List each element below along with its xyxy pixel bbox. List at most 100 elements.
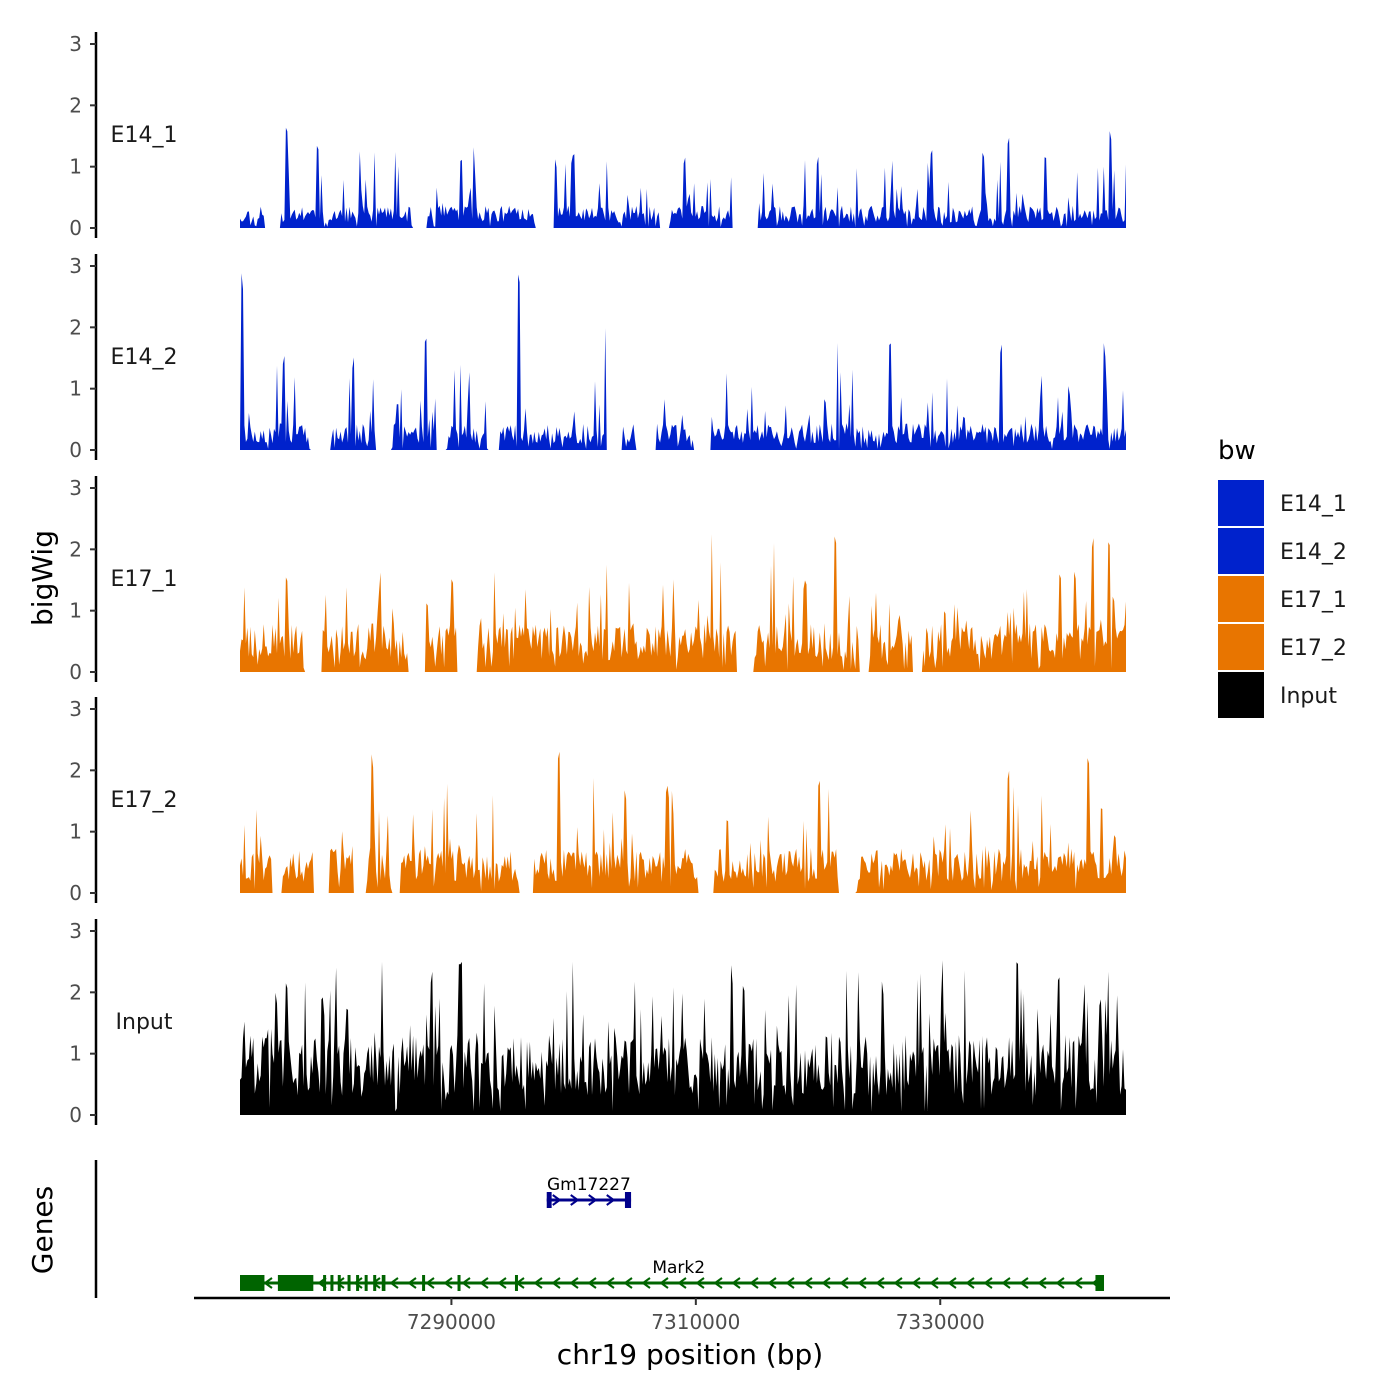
strand-arrow xyxy=(605,1277,615,1289)
exon xyxy=(277,1275,314,1291)
strand-arrow xyxy=(443,1277,453,1289)
legend-swatch-E14_1 xyxy=(1218,480,1264,526)
y-tick-label: 0 xyxy=(69,660,82,684)
signal-area-E14_2 xyxy=(240,273,1126,450)
strand-arrow xyxy=(731,1277,741,1289)
strand-arrow xyxy=(677,1277,687,1289)
strand-arrow xyxy=(695,1277,705,1289)
track-label: E17_2 xyxy=(111,788,178,813)
exon xyxy=(373,1275,377,1291)
strand-arrow xyxy=(587,1277,597,1289)
strand-arrow xyxy=(353,1277,363,1289)
track-E17_2: 0 1 2 3 E17_2 xyxy=(69,697,1126,905)
gene-label: Gm17227 xyxy=(547,1175,631,1195)
strand-arrow xyxy=(552,1194,562,1206)
track-label: E14_1 xyxy=(111,123,178,148)
strand-arrow xyxy=(947,1277,957,1289)
y-tick-label: 3 xyxy=(69,32,82,56)
exon xyxy=(347,1275,351,1291)
exon xyxy=(356,1275,360,1291)
y-tick-label: 0 xyxy=(69,881,82,905)
y-axis-title: bigWig xyxy=(26,530,59,626)
strand-arrow xyxy=(659,1277,669,1289)
strand-arrow xyxy=(497,1277,507,1289)
x-tick-label: 7330000 xyxy=(896,1310,985,1334)
y-tick-label: 1 xyxy=(69,155,82,179)
x-tick-label: 7290000 xyxy=(407,1310,496,1334)
track-E14_2: 0 1 2 3 E14_2 xyxy=(69,254,1126,462)
gene-label: Mark2 xyxy=(652,1258,705,1278)
strand-arrow xyxy=(588,1194,598,1206)
x-tick-label: 7310000 xyxy=(651,1310,740,1334)
track-E14_1: 0 1 2 3 E14_1 xyxy=(69,32,1126,240)
strand-arrow xyxy=(641,1277,651,1289)
legend-label-E14_2: E14_2 xyxy=(1280,540,1347,565)
y-tick-label: 1 xyxy=(69,820,82,844)
legend-swatch-E17_1 xyxy=(1218,576,1264,622)
legend-title: bw xyxy=(1218,436,1256,466)
legend-label-E17_1: E17_1 xyxy=(1280,588,1347,613)
strand-arrow xyxy=(965,1277,975,1289)
track-label: E17_1 xyxy=(111,567,178,592)
y-tick-label: 3 xyxy=(69,476,82,500)
strand-arrow xyxy=(479,1277,489,1289)
track-panels: 0 1 2 3 E14_1 0 1 2 3 E14_2 0 1 2 3 E17_1 0 1 2 3 E17_2 0 1 2 3… xyxy=(69,32,1126,1127)
track-Input: 0 1 2 3 Input xyxy=(69,919,1126,1127)
strand-arrow xyxy=(875,1277,885,1289)
gene-panel: Gm17227 Mark2 xyxy=(94,1160,1105,1298)
y-tick-label: 2 xyxy=(69,980,82,1004)
exon xyxy=(364,1275,368,1291)
exon xyxy=(546,1192,552,1208)
strand-arrow xyxy=(461,1277,471,1289)
strand-arrow xyxy=(407,1277,417,1289)
strand-arrow xyxy=(1001,1277,1011,1289)
exon xyxy=(323,1275,327,1291)
legend-label-E14_1: E14_1 xyxy=(1280,492,1347,517)
strand-arrow xyxy=(983,1277,993,1289)
strand-arrow xyxy=(857,1277,867,1289)
exon xyxy=(240,1275,265,1291)
strand-arrow xyxy=(749,1277,759,1289)
signal-area-E14_1 xyxy=(240,127,1126,228)
strand-arrow xyxy=(821,1277,831,1289)
legend-swatch-Input xyxy=(1218,672,1264,718)
gene-Gm17227: Gm17227 xyxy=(546,1175,632,1208)
y-tick-label: 2 xyxy=(69,93,82,117)
strand-arrow xyxy=(533,1277,543,1289)
strand-arrow xyxy=(569,1277,579,1289)
track-label: Input xyxy=(116,1010,173,1035)
exon xyxy=(330,1275,334,1291)
y-tick-label: 2 xyxy=(69,315,82,339)
gene-Mark2: Mark2 xyxy=(240,1258,1105,1291)
strand-arrow xyxy=(425,1277,435,1289)
legend-swatch-E17_2 xyxy=(1218,624,1264,670)
strand-arrow xyxy=(1019,1277,1029,1289)
exon xyxy=(381,1275,386,1291)
strand-arrow xyxy=(1037,1277,1047,1289)
strand-arrow xyxy=(785,1277,795,1289)
exon xyxy=(337,1275,341,1291)
legend-label-Input: Input xyxy=(1280,684,1337,709)
y-tick-label: 1 xyxy=(69,599,82,623)
legend: bw E14_1 E14_2 E17_1 E17_2 Input xyxy=(1218,436,1347,718)
x-axis-title: chr19 position (bp) xyxy=(557,1338,823,1371)
y-tick-label: 1 xyxy=(69,377,82,401)
strand-arrow xyxy=(803,1277,813,1289)
track-E17_1: 0 1 2 3 E17_1 xyxy=(69,476,1126,684)
strand-arrow xyxy=(570,1194,580,1206)
strand-arrow xyxy=(1055,1277,1065,1289)
x-axis: 7290000 7310000 7330000 xyxy=(194,1296,1170,1334)
y-tick-label: 0 xyxy=(69,216,82,240)
strand-arrow xyxy=(911,1277,921,1289)
signal-area-E17_2 xyxy=(240,751,1126,893)
y-tick-label: 2 xyxy=(69,537,82,561)
strand-arrow xyxy=(929,1277,939,1289)
signal-area-E17_1 xyxy=(240,534,1126,672)
strand-arrow xyxy=(263,1277,273,1289)
y-tick-label: 3 xyxy=(69,254,82,278)
legend-swatch-E14_2 xyxy=(1218,528,1264,574)
strand-arrow xyxy=(713,1277,723,1289)
exon xyxy=(514,1275,518,1291)
gene-panel-title: Genes xyxy=(26,1186,59,1274)
